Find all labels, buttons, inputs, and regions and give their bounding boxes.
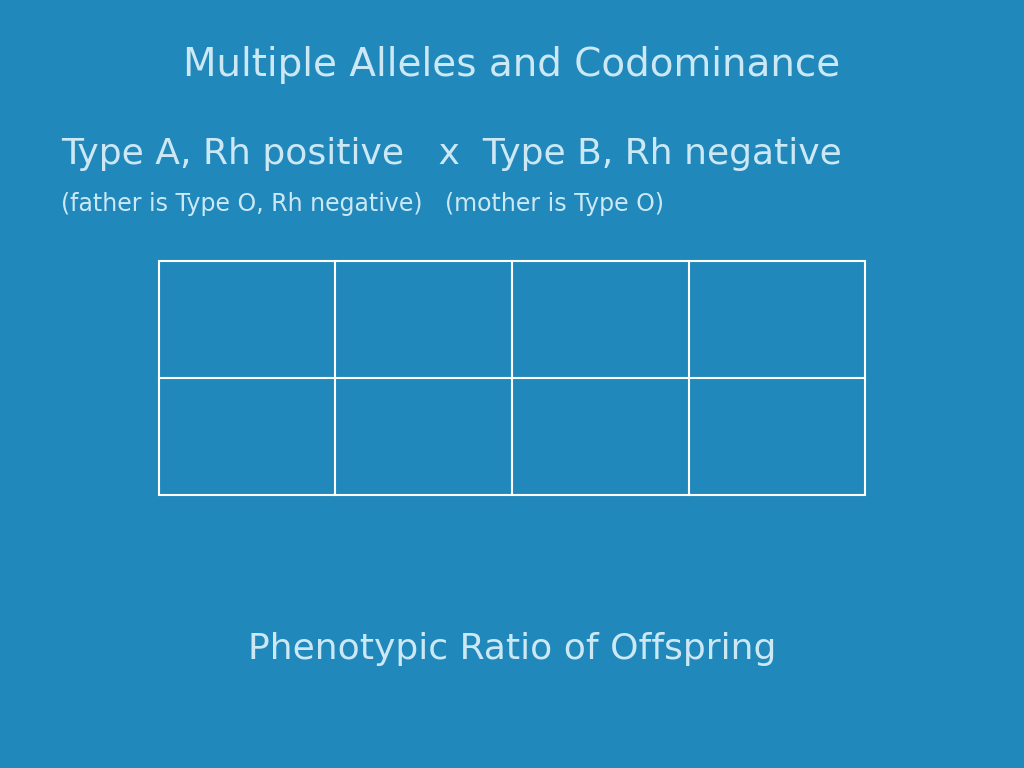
Bar xyxy=(159,261,865,495)
Text: Type A, Rh positive   x  Type B, Rh negative: Type A, Rh positive x Type B, Rh negativ… xyxy=(61,137,842,170)
Text: (father is Type O, Rh negative)   (mother is Type O): (father is Type O, Rh negative) (mother … xyxy=(61,191,665,216)
Text: Phenotypic Ratio of Offspring: Phenotypic Ratio of Offspring xyxy=(248,632,776,666)
Text: Multiple Alleles and Codominance: Multiple Alleles and Codominance xyxy=(183,46,841,84)
